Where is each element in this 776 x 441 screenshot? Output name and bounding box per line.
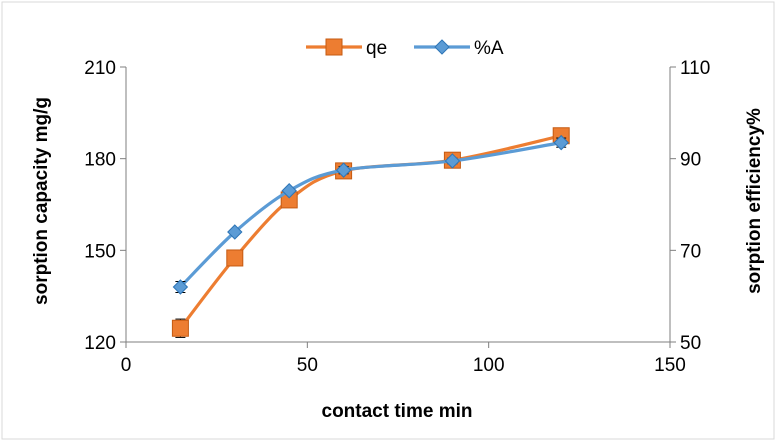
data-point-square	[171, 319, 189, 337]
data-point-diamond	[553, 134, 569, 151]
right-y-axis-title: sorption efficiency%	[744, 108, 765, 294]
legend-item: qe	[306, 38, 387, 59]
x-axis-title: contact time min	[322, 401, 473, 422]
right-y-tick-label: 110	[680, 58, 710, 79]
right-y-tick-label: 90	[680, 150, 701, 171]
legend-label: %A	[474, 38, 504, 59]
data-point-diamond	[335, 162, 352, 178]
legend-marker-square	[325, 38, 343, 56]
legend-marker-diamond	[434, 39, 450, 55]
x-tick-label: 0	[121, 355, 132, 376]
series-layer	[171, 127, 570, 338]
axes-group: 0 50 100 150 120 150 180 210 50 70 90 110	[84, 58, 710, 376]
x-tick-label: 50	[297, 355, 318, 376]
right-y-tick-label: 70	[680, 241, 701, 262]
data-point-square	[226, 249, 244, 267]
legend-label: qe	[366, 38, 387, 59]
legend-item: %A	[414, 38, 504, 59]
x-tick-label: 100	[473, 355, 505, 376]
left-y-tick-label: 150	[84, 241, 116, 262]
data-point-diamond	[444, 153, 461, 169]
legend: qe %A	[306, 38, 504, 59]
series-pct-a	[172, 134, 569, 295]
data-point-diamond	[281, 183, 297, 199]
data-point-diamond	[172, 279, 189, 295]
data-point-diamond	[227, 224, 243, 240]
x-tick-label: 150	[654, 355, 686, 376]
left-y-axis-title: sorption capacity mg/g	[31, 97, 52, 305]
left-y-tick-label: 210	[84, 58, 116, 79]
left-y-tick-label: 180	[84, 150, 116, 171]
right-y-tick-label: 50	[680, 333, 701, 354]
left-y-tick-label: 120	[84, 333, 116, 354]
